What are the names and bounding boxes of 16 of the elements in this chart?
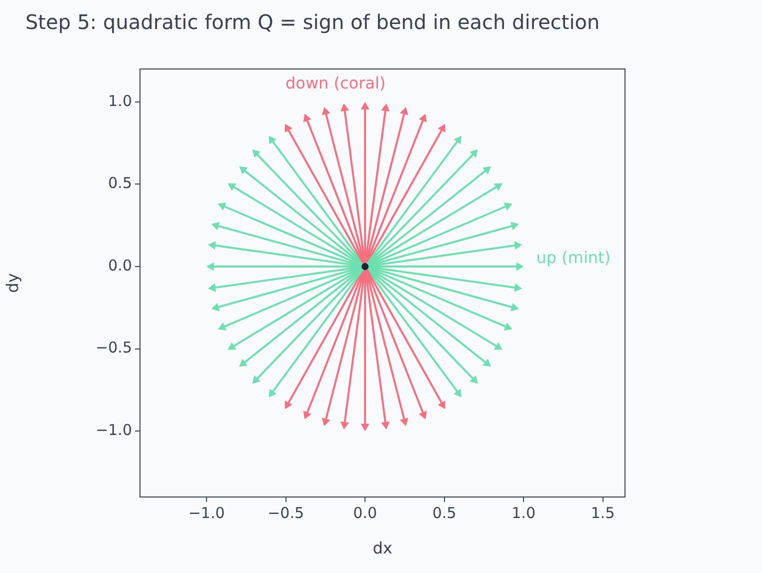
y-axis-title: dy <box>2 273 22 293</box>
x-axis-title: dx <box>372 538 392 558</box>
x-tick-label: −1.0 <box>188 504 225 522</box>
x-tick-label: 1.5 <box>590 504 615 522</box>
y-tick-label: 0.0 <box>108 256 132 274</box>
chart-title: Step 5: quadratic form Q = sign of bend in each direction <box>25 10 600 34</box>
y-tick-label: −0.5 <box>96 338 132 357</box>
x-tick-label: 1.0 <box>512 504 536 522</box>
annotation: up (mint) <box>536 248 611 268</box>
y-tick-label: 1.0 <box>108 92 132 110</box>
y-tick-label: −1.0 <box>96 421 132 440</box>
x-tick-label: −0.5 <box>268 504 304 522</box>
annotation: down (coral) <box>286 74 386 93</box>
x-tick-label: 0.0 <box>353 504 377 522</box>
y-tick-label: 0.5 <box>108 174 132 192</box>
x-tick-label: 0.5 <box>432 504 456 522</box>
